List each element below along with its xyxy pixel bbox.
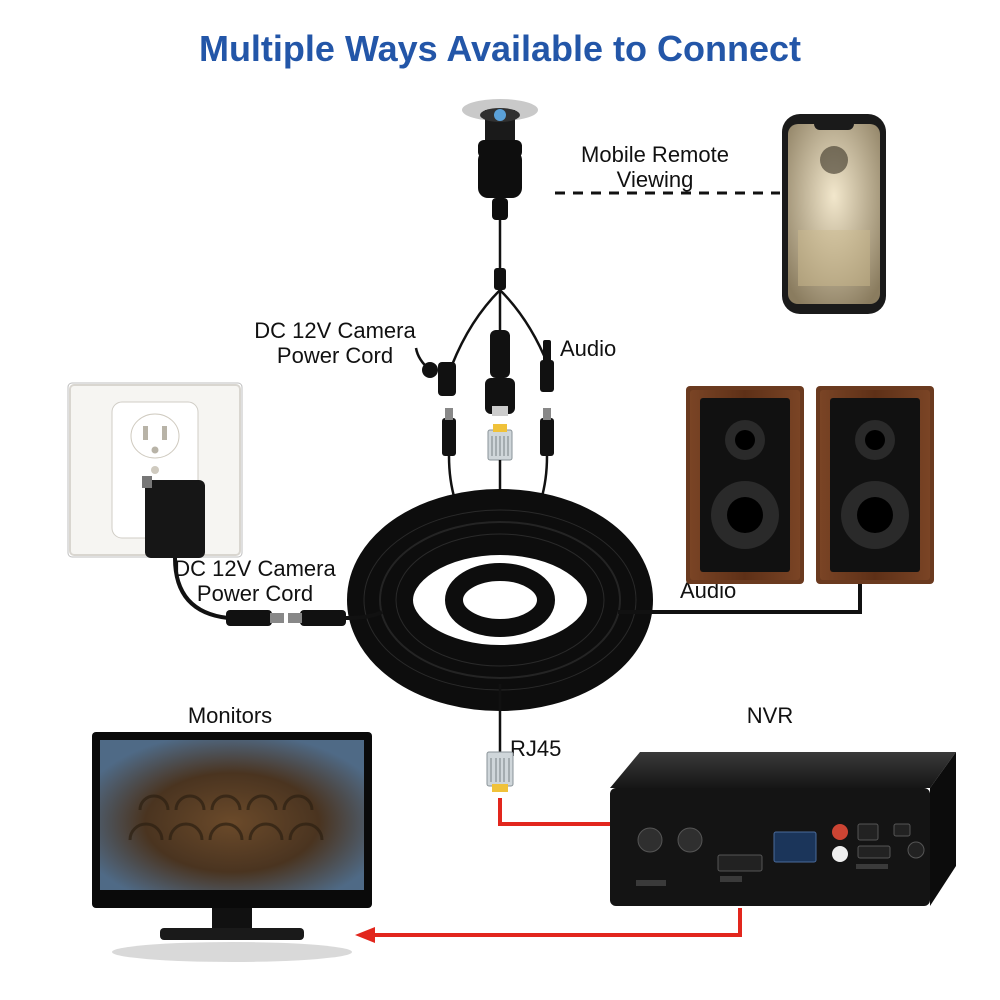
speakers-icon: [686, 386, 934, 584]
cable-coil-icon: [364, 510, 636, 690]
arrow-nvr-monitor: [355, 908, 740, 943]
phone-icon: [782, 114, 886, 314]
splitter-icon: [416, 290, 554, 416]
edge-coil-speakers: [618, 584, 860, 612]
nvr-icon: [610, 752, 956, 906]
camera-icon: [462, 99, 538, 220]
diagram-scene: [0, 0, 1000, 1000]
rj45-plug-icon: [487, 752, 513, 792]
monitor-icon: [92, 732, 372, 962]
